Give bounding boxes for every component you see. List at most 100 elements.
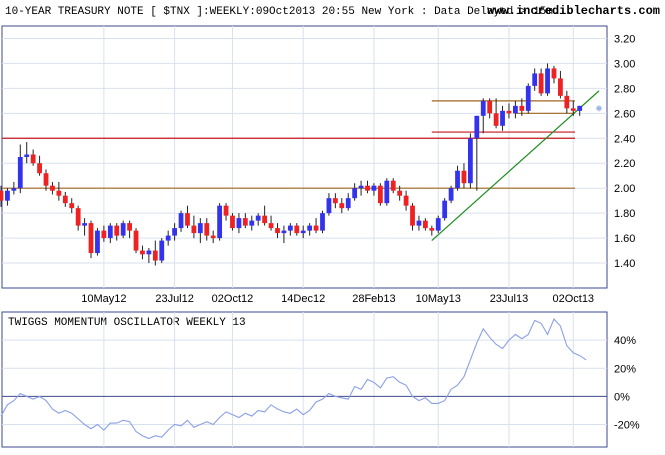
candle (287, 223, 293, 236)
candle (24, 142, 30, 164)
candle (519, 98, 525, 116)
candle-body (262, 215, 268, 224)
candle (75, 205, 81, 231)
candle (487, 98, 493, 119)
candle (191, 215, 197, 239)
candle (146, 248, 152, 264)
candle-body (390, 180, 396, 191)
candle-body (480, 100, 486, 116)
candle (88, 220, 94, 259)
candle-body (461, 170, 467, 184)
candle (197, 218, 203, 244)
candle (435, 215, 441, 234)
price-y-tick-label: 2.40 (614, 133, 635, 145)
candle-body (294, 225, 300, 234)
price-reference-lines (2, 90, 600, 242)
candle (56, 181, 62, 201)
candle (281, 225, 287, 244)
price-y-tick-label: 1.40 (614, 258, 635, 270)
oscillator-y-tick-label: 40% (614, 335, 636, 347)
candle-body (165, 235, 171, 241)
candle-body (5, 190, 10, 201)
candle-body (352, 188, 358, 199)
price-x-tick-label: 10May13 (416, 293, 461, 305)
candle-body (564, 95, 570, 109)
price-y-tick-label: 1.60 (614, 233, 635, 245)
candle-body (384, 180, 390, 204)
candle-body (577, 105, 583, 111)
candle (268, 215, 274, 231)
candle (249, 215, 255, 231)
candle (5, 188, 10, 206)
candle (558, 70, 563, 99)
price-y-axis-ticks: 1.40 1.60 1.80 2.00 2.20 2.40 2.60 2.80 3.00 3.20 (614, 33, 635, 270)
price-grid (2, 26, 607, 288)
candle (30, 149, 36, 166)
price-y-tick-label: 2.20 (614, 158, 635, 170)
candle-body (487, 100, 493, 114)
candle (50, 181, 55, 195)
candle-body (339, 203, 345, 209)
candle (474, 115, 480, 191)
candle (0, 185, 4, 207)
candle (500, 105, 505, 131)
candle-body (204, 223, 210, 236)
candle (429, 225, 435, 236)
candle (230, 213, 235, 231)
oscillator-grid (2, 312, 607, 447)
candle-body (146, 250, 152, 255)
price-y-tick-label: 2.60 (614, 108, 635, 120)
candle-body (242, 218, 248, 226)
candle (422, 218, 428, 231)
candle (339, 198, 345, 214)
candle (159, 238, 165, 264)
price-y-tick-label: 2.00 (614, 183, 635, 195)
candle (371, 183, 377, 196)
candle (525, 83, 531, 114)
candle-body (114, 225, 120, 236)
candle (17, 144, 23, 194)
candle-body (416, 220, 422, 226)
price-x-axis-ticks: 10May12 23Jul12 02Oct12 14Dec12 28Feb13 10May… (81, 293, 594, 305)
candle-body (217, 205, 223, 239)
candle-body (275, 228, 280, 234)
candle-body (178, 213, 184, 229)
candle-body (56, 190, 62, 196)
price-x-tick-label: 10May12 (81, 293, 126, 305)
candle-body (107, 225, 113, 239)
candle-body (75, 208, 81, 226)
oscillator-y-axis-ticks: -20% 0% 20% 40% (614, 335, 640, 431)
oscillator-line (0, 318, 587, 440)
candle-body (69, 203, 75, 209)
candle (332, 193, 338, 209)
site-url[interactable]: www.incrediblecharts.com (487, 4, 660, 18)
candle-body (320, 213, 325, 231)
oscillator-panel (1, 311, 608, 448)
candle (313, 218, 319, 234)
candle-body (558, 78, 563, 96)
candle-body (500, 110, 505, 126)
candle-body (62, 195, 68, 204)
candle-body (37, 163, 42, 174)
candle-body (172, 228, 178, 236)
candle-body (429, 228, 435, 231)
candle-body (371, 185, 377, 191)
candle-body (570, 108, 576, 111)
candle (262, 205, 268, 226)
candle (294, 223, 300, 236)
price-x-tick-label: 23Jul12 (155, 293, 194, 305)
candle (352, 183, 358, 201)
candle (217, 203, 223, 241)
candle-body (197, 223, 203, 234)
candle (358, 180, 364, 196)
price-candles (0, 63, 602, 266)
candle-body (467, 138, 473, 184)
candle (236, 213, 242, 234)
candle-body (43, 173, 49, 186)
candle (223, 203, 229, 221)
candle (545, 63, 550, 96)
candle-body (230, 215, 235, 229)
candle-body (532, 73, 538, 86)
price-x-tick-label: 02Oct13 (552, 293, 594, 305)
